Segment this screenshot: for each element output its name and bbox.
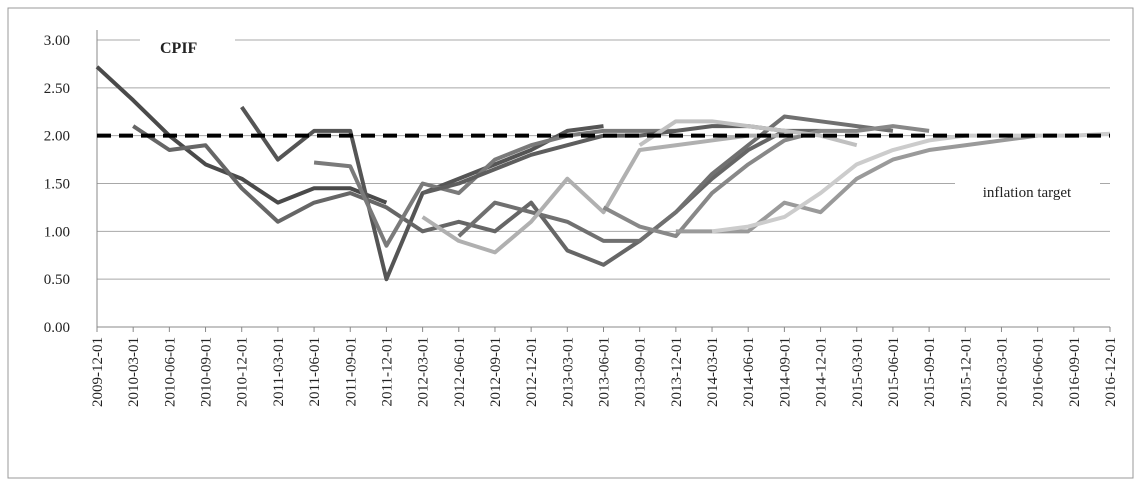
x-tick-label: 2014-06-01 bbox=[741, 337, 757, 407]
x-tick-label: 2016-12-01 bbox=[1103, 337, 1119, 407]
x-tick-label: 2015-06-01 bbox=[886, 337, 902, 407]
x-tick-label: 2012-12-01 bbox=[524, 337, 540, 407]
reference-label: inflation target bbox=[983, 185, 1072, 201]
x-tick-label: 2014-12-01 bbox=[814, 337, 830, 407]
y-tick-label: 1.00 bbox=[44, 224, 70, 240]
series-line bbox=[240, 105, 604, 282]
x-tick-label: 2009-12-01 bbox=[90, 337, 106, 407]
x-tick-label: 2011-09-01 bbox=[343, 337, 359, 406]
x-tick-label: 2015-12-01 bbox=[958, 337, 974, 407]
x-tick-label: 2014-09-01 bbox=[777, 337, 793, 407]
x-tick-label: 2010-09-01 bbox=[199, 337, 215, 407]
y-tick-label: 0.50 bbox=[44, 272, 70, 288]
x-tick-label: 2016-06-01 bbox=[1031, 337, 1047, 407]
series-line bbox=[313, 128, 676, 248]
x-tick-label: 2012-09-01 bbox=[488, 337, 504, 407]
x-tick-label: 2013-06-01 bbox=[597, 337, 613, 407]
series-line bbox=[95, 65, 388, 205]
x-tick-label: 2012-06-01 bbox=[452, 337, 468, 407]
series-line bbox=[675, 133, 1038, 234]
chart-title: CPIF bbox=[160, 40, 198, 57]
y-tick-label: 2.00 bbox=[44, 129, 70, 145]
label-bg bbox=[955, 178, 1100, 204]
x-tick-label: 2013-09-01 bbox=[633, 337, 649, 407]
x-tick-label: 2015-09-01 bbox=[922, 337, 938, 407]
y-tick-label: 0.00 bbox=[44, 320, 70, 336]
x-tick-label: 2010-03-01 bbox=[126, 337, 142, 407]
x-tick-label: 2013-03-01 bbox=[560, 337, 576, 407]
x-tick-label: 2016-09-01 bbox=[1067, 337, 1083, 407]
series-line bbox=[457, 114, 894, 243]
x-tick-label: 2012-03-01 bbox=[416, 337, 432, 407]
x-tick-label: 2015-03-01 bbox=[850, 337, 866, 407]
x-tick-label: 2010-12-01 bbox=[235, 337, 251, 407]
x-tick-label: 2014-03-01 bbox=[705, 337, 721, 407]
title-bg bbox=[140, 33, 235, 59]
y-tick-label: 1.50 bbox=[44, 177, 70, 193]
x-tick-label: 2011-12-01 bbox=[379, 337, 395, 406]
x-tick-label: 2016-03-01 bbox=[994, 337, 1010, 407]
x-tick-label: 2013-12-01 bbox=[669, 337, 685, 407]
y-tick-label: 2.50 bbox=[44, 81, 70, 97]
x-tick-label: 2010-06-01 bbox=[162, 337, 178, 407]
x-tick-label: 2011-06-01 bbox=[307, 337, 323, 406]
chart-frame bbox=[7, 7, 1134, 479]
series-line bbox=[421, 133, 785, 255]
series-line bbox=[638, 119, 858, 148]
series-line bbox=[602, 124, 930, 239]
y-tick-label: 3.00 bbox=[44, 33, 70, 49]
x-tick-label: 2011-03-01 bbox=[271, 337, 287, 406]
series-line bbox=[132, 124, 821, 267]
